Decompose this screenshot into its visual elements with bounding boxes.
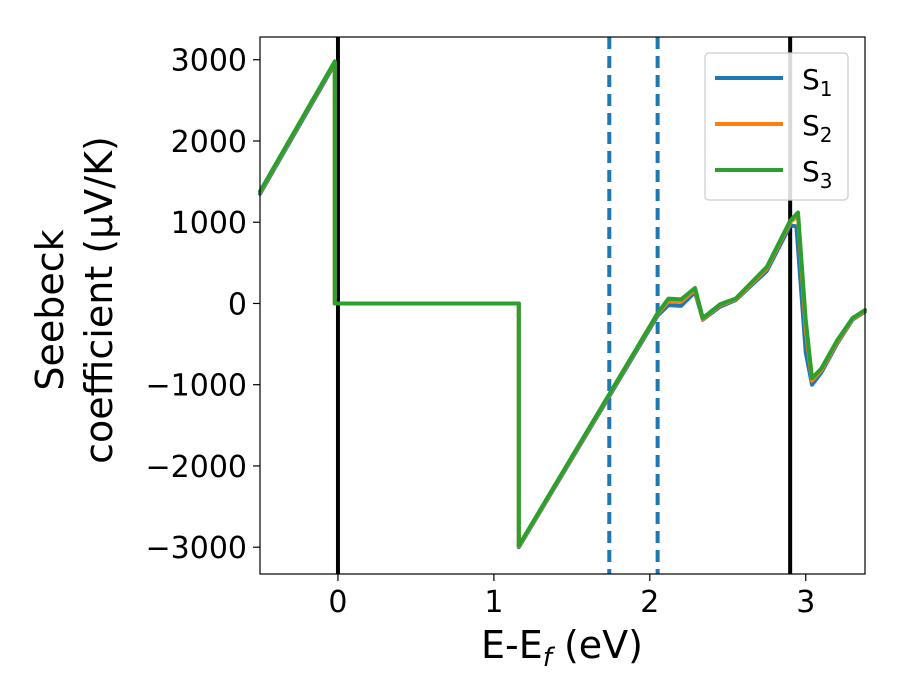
legend-label-s1-sub: 1	[820, 77, 833, 101]
legend-label-s1-name: S	[802, 63, 820, 96]
axis-ticks: 0 1 2 3 3000 2000 1000 0 −1000 −2000 −3000	[146, 44, 816, 620]
legend-label-s3-sub: 3	[820, 169, 833, 193]
x-tick-label: 0	[328, 585, 347, 620]
x-axis-title: E-Ef (eV)	[481, 623, 643, 673]
plot-frame	[259, 36, 866, 575]
x-tick-label: 3	[796, 585, 815, 620]
x-tick-label: 2	[640, 585, 659, 620]
legend-label-s2-sub: 2	[820, 123, 833, 147]
y-tick-label: 0	[228, 287, 247, 322]
x-axis-title-main: E-E	[481, 623, 543, 667]
y-tick-label: 2000	[171, 125, 247, 160]
legend-label-s1: S1	[802, 63, 833, 101]
y-tick-label: −3000	[146, 531, 247, 566]
legend-label-s3-name: S	[802, 155, 820, 188]
y-tick-label: −1000	[146, 369, 247, 404]
series-line-s3	[258, 59, 867, 548]
legend-label-s2-name: S	[802, 109, 820, 142]
legend-box	[704, 52, 849, 201]
y-tick-label: 1000	[171, 206, 247, 241]
y-axis-title-line1: Seebeck	[28, 229, 72, 390]
y-tick-label: 3000	[171, 44, 247, 79]
y-tick-label: −2000	[146, 450, 247, 485]
x-tick-label: 1	[484, 585, 503, 620]
legend: S1 S2 S3	[704, 52, 849, 201]
x-axis-title-unit: (eV)	[552, 623, 643, 667]
y-axis-title-line2: coefficient (μV/K)	[77, 136, 121, 464]
legend-label-s2: S2	[802, 109, 833, 147]
legend-label-s3: S3	[802, 155, 833, 193]
series-lines	[258, 59, 867, 550]
